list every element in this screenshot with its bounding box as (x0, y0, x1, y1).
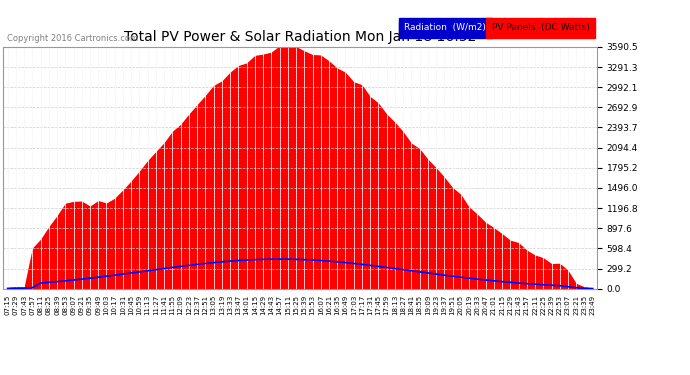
Title: Total PV Power & Solar Radiation Mon Jan 18 16:52: Total PV Power & Solar Radiation Mon Jan… (124, 30, 476, 44)
Legend: Radiation  (W/m2), PV Panels  (DC Watts): Radiation (W/m2), PV Panels (DC Watts) (399, 20, 592, 35)
Text: Copyright 2016 Cartronics.com: Copyright 2016 Cartronics.com (7, 34, 138, 43)
